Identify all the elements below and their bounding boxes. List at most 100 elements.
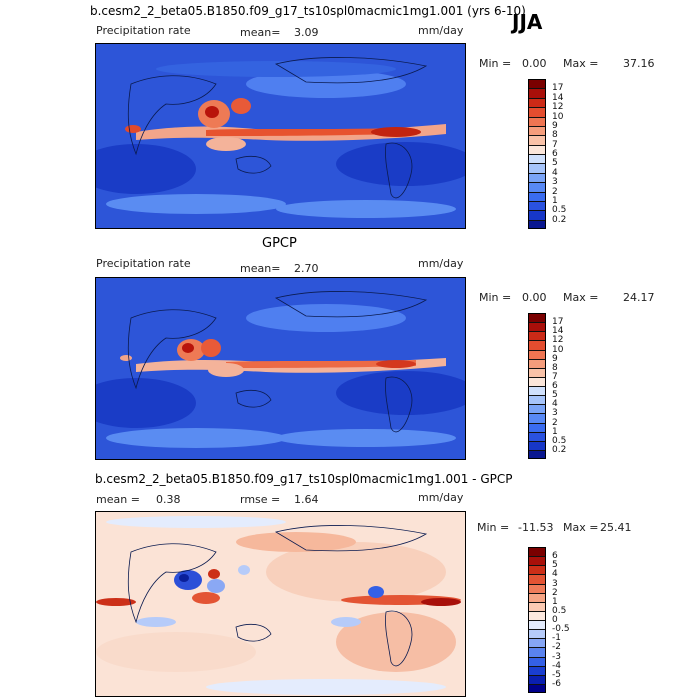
colorbar-tick-label: 3: [552, 408, 558, 419]
colorbar-swatch: [528, 656, 546, 666]
colorbar-tick-label: 5: [552, 390, 558, 401]
colorbar-swatch: [528, 358, 546, 368]
panel3-rmse-value: 1.64: [294, 493, 319, 506]
panel2-min-value: 0.00: [522, 291, 547, 304]
colorbar-swatch: [528, 647, 546, 657]
colorbar-swatch: [528, 349, 546, 359]
colorbar-tick-label: 6: [552, 551, 558, 562]
panel2-variable-label: Precipitation rate: [96, 257, 191, 270]
panel1-mean-label: mean=: [240, 26, 281, 39]
colorbar-tick-label: -0.5: [552, 624, 570, 635]
panel2-map-svg: [96, 278, 465, 459]
panel1-map: [95, 43, 466, 229]
panel1-min-value: 0.00: [522, 57, 547, 70]
colorbar-swatch: [528, 163, 546, 173]
colorbar-swatch: [528, 674, 546, 684]
colorbar-swatch: [528, 665, 546, 675]
colorbar-swatch: [528, 422, 546, 432]
panel3-mean-label: mean =: [96, 493, 140, 506]
colorbar-tick-label: 7: [552, 371, 558, 382]
panel3-title: b.cesm2_2_beta05.B1850.f09_g17_ts10spl0m…: [95, 472, 513, 486]
colorbar-swatch: [528, 135, 546, 145]
colorbar-tick-label: 1: [552, 426, 558, 437]
panel2-colorbar: 0.2 0.5 1 2 3 4 5 6 7 8 9 10 12 14 17: [528, 313, 588, 459]
colorbar-tick-label: 0.5: [552, 435, 567, 446]
colorbar-swatch: [528, 322, 546, 332]
colorbar-swatch: [528, 172, 546, 183]
panel2-mean-label: mean=: [240, 262, 281, 275]
colorbar-swatch: [528, 431, 546, 441]
colorbar-tick-label: -3: [552, 651, 561, 662]
colorbar-tick-label: 4: [552, 399, 558, 410]
colorbar-tick-label: 7: [552, 139, 558, 150]
colorbar-tick-label: 14: [552, 326, 564, 337]
colorbar-tick-label: 8: [552, 362, 558, 373]
colorbar-swatch: [528, 440, 546, 450]
colorbar-tick-label: 12: [552, 335, 564, 346]
colorbar-tick-label: 0.5: [552, 205, 567, 216]
colorbar-tick-label: -4: [552, 660, 561, 671]
colorbar-swatch: [528, 574, 546, 584]
colorbar-tick-label: 9: [552, 353, 558, 364]
colorbar-tick-label: 0.2: [552, 444, 567, 455]
panel1-max-value: 37.16: [623, 57, 655, 70]
colorbar-tick-label: 3: [552, 578, 558, 589]
colorbar-tick-label: 0.5: [552, 605, 567, 616]
panel1-variable-label: Precipitation rate: [96, 24, 191, 37]
colorbar-tick-label: 5: [552, 560, 558, 571]
colorbar-tick-label: 0.2: [552, 214, 567, 225]
colorbar-swatch: [528, 367, 546, 377]
colorbar-swatch: [528, 340, 546, 350]
panel3-min-value: -11.53: [518, 521, 554, 534]
colorbar-tick-label: -5: [552, 669, 561, 680]
colorbar-swatch: [528, 565, 546, 575]
panel1-max-label: Max =: [563, 57, 599, 70]
colorbar-tick-label: -2: [552, 642, 561, 653]
colorbar-swatch: [528, 125, 546, 136]
panel2-mean-value: 2.70: [294, 262, 319, 275]
colorbar-swatch: [528, 449, 546, 459]
colorbar-tick-label: -6: [552, 678, 561, 689]
colorbar-swatch: [528, 97, 546, 108]
colorbar-swatch: [528, 683, 546, 693]
colorbar-swatch: [528, 592, 546, 602]
colorbar-tick-label: 17: [552, 83, 564, 94]
panel1-map-svg: [96, 44, 465, 228]
colorbar-swatch: [528, 610, 546, 620]
colorbar-swatch: [528, 376, 546, 386]
colorbar-swatch: [528, 144, 546, 154]
panel2-map: [95, 277, 466, 460]
panel1-mean-value: 3.09: [294, 26, 319, 39]
panel3-max-label: Max =: [563, 521, 599, 534]
colorbar-tick-label: 4: [552, 167, 558, 178]
colorbar-tick-label: 14: [552, 92, 564, 103]
colorbar-outline: [528, 547, 546, 693]
panel2-min-label: Min =: [479, 291, 512, 304]
panel2-units: mm/day: [418, 257, 464, 270]
colorbar-swatch: [528, 395, 546, 405]
colorbar-swatch: [528, 219, 546, 229]
panel3-colorbar: -6 -5 -4 -3 -2 -1 -0.5 0 0.5 1 2 3 4 5 6: [528, 547, 598, 693]
colorbar-swatch: [528, 116, 546, 126]
colorbar-swatch: [528, 107, 546, 117]
colorbar-swatch: [528, 583, 546, 593]
colorbar-tick-label: 1: [552, 596, 558, 607]
colorbar-tick-label: 9: [552, 120, 558, 131]
panel3-map: [95, 511, 466, 697]
colorbar-outline: [528, 79, 546, 229]
panel3-mean-value: 0.38: [156, 493, 181, 506]
colorbar-swatch: [528, 413, 546, 423]
colorbar-outline: [528, 313, 546, 459]
colorbar-tick-label: 5: [552, 158, 558, 169]
colorbar-tick-label: 6: [552, 149, 558, 159]
colorbar-swatch: [528, 88, 546, 98]
panel2-title: GPCP: [262, 236, 297, 251]
colorbar-swatch: [528, 638, 546, 648]
colorbar-swatch: [528, 200, 546, 211]
panel1-units: mm/day: [418, 24, 464, 37]
panel1-title: b.cesm2_2_beta05.B1850.f09_g17_ts10spl0m…: [90, 4, 526, 18]
panel2-max-value: 24.17: [623, 291, 655, 304]
colorbar-swatch: [528, 629, 546, 639]
colorbar-swatch: [528, 404, 546, 414]
season-label: JJA: [512, 10, 543, 34]
